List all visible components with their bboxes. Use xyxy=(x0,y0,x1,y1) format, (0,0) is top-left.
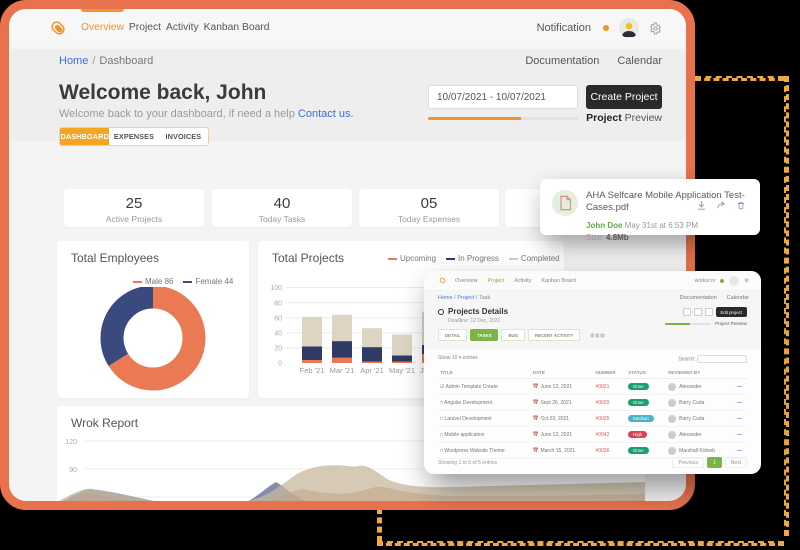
svg-text:Mar '21: Mar '21 xyxy=(330,366,355,375)
svg-text:40: 40 xyxy=(274,331,282,338)
svg-text:120: 120 xyxy=(65,439,77,446)
svg-text:Feb '21: Feb '21 xyxy=(300,366,325,375)
svg-text:90: 90 xyxy=(69,467,77,474)
svg-text:20: 20 xyxy=(274,346,282,353)
svg-text:Apr '21: Apr '21 xyxy=(360,366,384,375)
svg-text:May '21: May '21 xyxy=(389,366,415,375)
svg-text:100: 100 xyxy=(270,285,282,292)
svg-text:0: 0 xyxy=(278,361,282,368)
svg-text:60: 60 xyxy=(274,316,282,323)
svg-text:80: 80 xyxy=(274,301,282,308)
